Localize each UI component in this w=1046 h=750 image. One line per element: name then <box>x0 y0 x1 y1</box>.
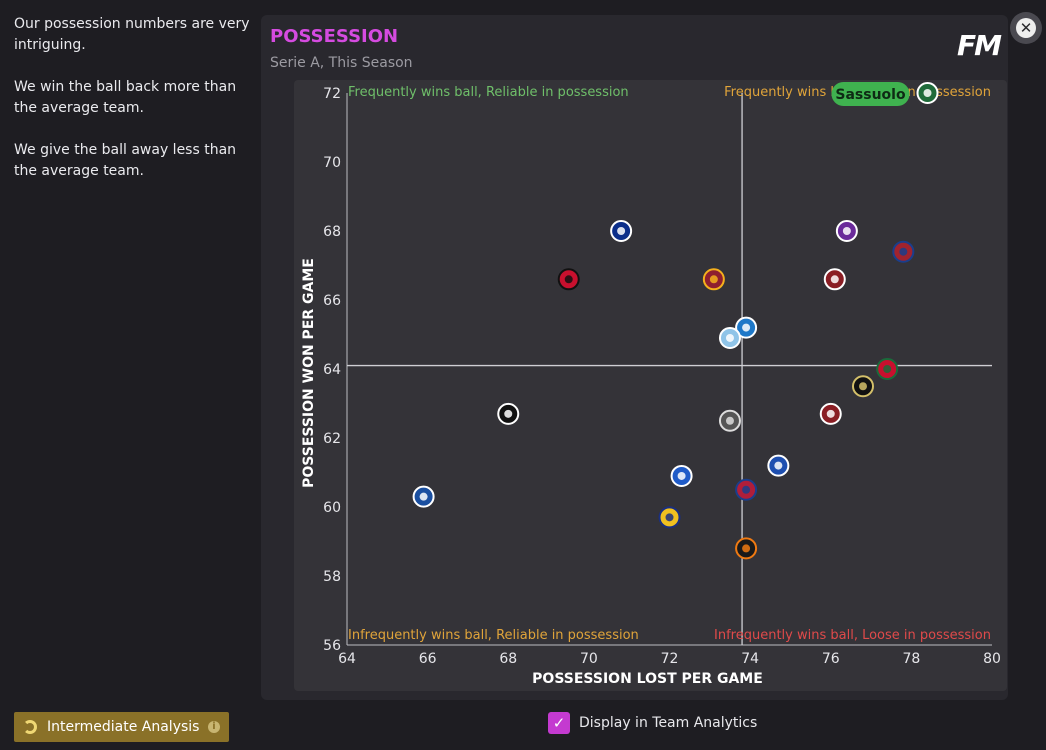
display-in-team-analytics[interactable]: ✓ Display in Team Analytics <box>548 712 757 734</box>
x-tick-label: 72 <box>661 651 679 667</box>
team-crest-inner <box>883 365 892 373</box>
quadrant-label-bottom-right: Infrequently wins ball, Loose in possess… <box>714 628 991 643</box>
chart-title: POSSESSION <box>270 26 399 47</box>
insight-paragraph: We win the ball back more than the avera… <box>14 79 237 116</box>
quadrant-label-bottom-left: Infrequently wins ball, Reliable in poss… <box>348 628 639 643</box>
team-crest-inner <box>419 492 428 501</box>
team-crest-inner <box>677 471 686 480</box>
close-icon: ✕ <box>1016 18 1036 38</box>
y-tick-label: 60 <box>323 500 341 516</box>
progress-ring-icon <box>23 720 37 734</box>
team-crest-inner <box>617 227 626 235</box>
display-checkbox[interactable]: ✓ <box>548 712 570 734</box>
team-crest-inner <box>923 89 932 97</box>
highlight-label: Sassuolo <box>835 87 906 103</box>
team-crest-inner <box>899 247 908 256</box>
y-tick-label: 70 <box>323 155 341 171</box>
team-crest-inner <box>774 461 783 470</box>
x-axis-title: POSSESSION LOST PER GAME <box>532 671 763 687</box>
team-crest-inner <box>742 485 751 494</box>
team-crest-inner <box>742 323 751 332</box>
info-icon[interactable]: i <box>208 721 220 733</box>
insight-text: Our possession numbers are very intrigui… <box>14 14 254 203</box>
chart-subtitle: Serie A, This Season <box>270 55 413 71</box>
y-tick-label: 56 <box>323 638 341 654</box>
analysis-level-label: Intermediate Analysis <box>47 719 200 735</box>
fm-logo: FM <box>957 29 1002 62</box>
team-crest-inner <box>709 275 718 284</box>
y-tick-label: 64 <box>323 362 341 378</box>
highlight-label-bg <box>831 82 910 106</box>
y-tick-label: 68 <box>323 224 341 240</box>
team-crest-inner <box>826 409 835 418</box>
team-crest-inner <box>504 409 513 418</box>
analysis-level-badge[interactable]: Intermediate Analysis i <box>14 712 229 742</box>
x-tick-label: 74 <box>741 651 759 667</box>
x-tick-label: 80 <box>983 651 1001 667</box>
y-tick-label: 66 <box>323 293 341 309</box>
team-crest-inner <box>564 275 573 284</box>
team-crest-inner <box>830 275 839 284</box>
quadrant-label-top-left: Frequently wins ball, Reliable in posses… <box>348 85 629 100</box>
y-tick-label: 72 <box>323 86 341 102</box>
x-tick-label: 78 <box>902 651 920 667</box>
x-tick-label: 66 <box>419 651 437 667</box>
team-crest-inner <box>725 333 734 342</box>
y-tick-label: 62 <box>323 431 341 447</box>
insight-paragraph: Our possession numbers are very intrigui… <box>14 16 250 53</box>
team-crest-inner <box>859 382 867 391</box>
plot-area <box>294 80 1007 691</box>
close-button[interactable]: ✕ <box>1010 12 1042 44</box>
y-axis-title: POSSESSION WON PER GAME <box>301 258 317 488</box>
team-crest-inner <box>725 416 734 425</box>
team-crest-inner <box>842 227 851 235</box>
display-checkbox-label: Display in Team Analytics <box>579 715 758 731</box>
x-tick-label: 64 <box>338 651 356 667</box>
x-tick-label: 70 <box>580 651 598 667</box>
insight-paragraph: We give the ball away less than the aver… <box>14 142 237 179</box>
y-tick-label: 58 <box>323 569 341 585</box>
team-crest-inner <box>742 544 751 553</box>
team-crest-inner <box>665 513 674 522</box>
x-tick-label: 68 <box>499 651 517 667</box>
x-tick-label: 76 <box>822 651 840 667</box>
